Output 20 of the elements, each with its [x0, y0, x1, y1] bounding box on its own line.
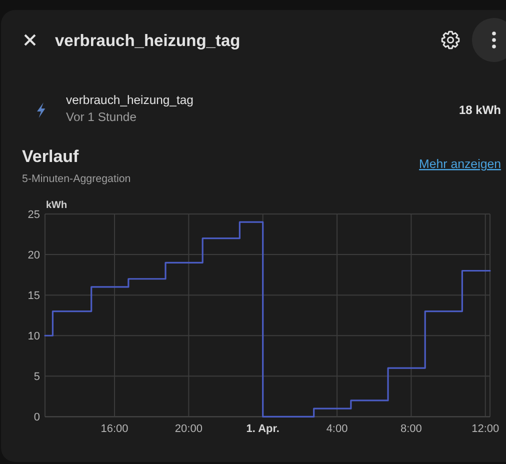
y-tick-label: 0	[34, 412, 40, 424]
y-tick-label: 10	[28, 330, 40, 343]
x-tick-label: 8:00	[400, 423, 422, 435]
chart-subtitle: 5-Minuten-Aggregation	[22, 173, 131, 185]
x-tick-label: 16:00	[100, 423, 128, 435]
x-tick-label: 20:00	[174, 423, 202, 435]
x-tick-label: 4:00	[326, 423, 348, 435]
x-tick-label: 12:00	[472, 423, 500, 435]
x-tick-label: 1. Apr.	[246, 423, 280, 435]
y-tick-label: 5	[34, 371, 40, 384]
y-tick-label: 25	[28, 209, 40, 221]
text: Mehr anzeigen	[419, 157, 502, 171]
y-axis-title: kWh	[46, 200, 68, 211]
text: Vor 1 Stunde	[66, 110, 137, 124]
y-tick-label: 20	[28, 250, 40, 262]
text: 18 kWh	[458, 103, 501, 117]
y-tick-label: 15	[28, 290, 40, 302]
text: verbrauch_heizung_tag	[55, 32, 240, 50]
text: verbrauch_heizung_tag	[66, 93, 194, 107]
chart-title: Verlauf	[22, 147, 80, 166]
